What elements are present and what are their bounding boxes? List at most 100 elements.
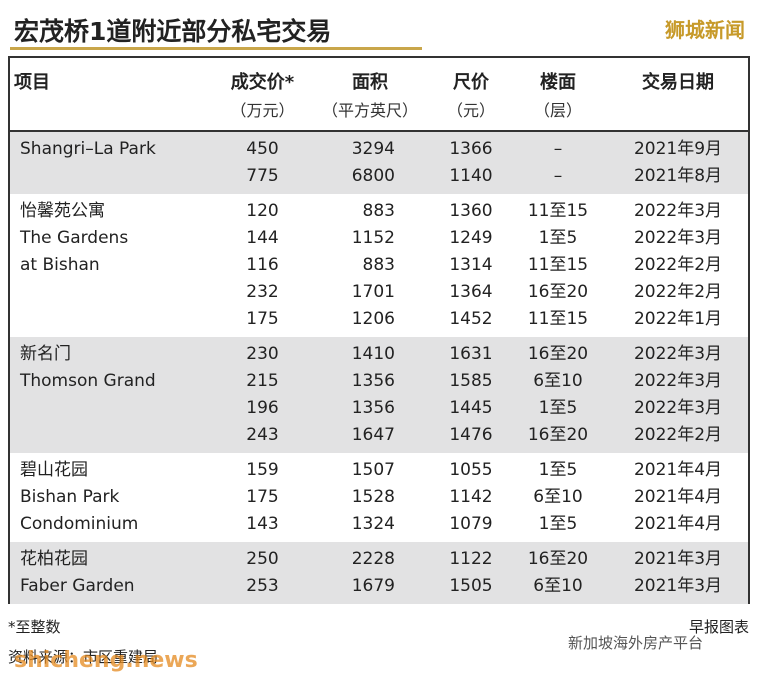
table-cell: 775 [246, 166, 279, 186]
table-cell: 2021年8月 [633, 166, 723, 186]
table-cell: 1314 [449, 255, 493, 275]
table-cell: 6至10 [533, 487, 583, 507]
table-cell: 1055 [449, 460, 493, 480]
table-cell: 6800 [351, 166, 395, 186]
table-cell: 1356 [351, 398, 395, 418]
table-cell: 1079 [449, 514, 493, 534]
table-cell: 1585 [449, 371, 493, 391]
table-cell: 1445 [449, 398, 493, 418]
table-cell: 1701 [351, 282, 395, 302]
column-unit: （元） [446, 101, 495, 120]
table-cell: 883 [362, 255, 395, 275]
table-cell: 143 [246, 514, 279, 534]
table-cell: 1142 [449, 487, 493, 507]
column-header: 楼面 [540, 72, 576, 93]
table-cell: 2021年3月 [633, 549, 723, 569]
table-cell: 3294 [351, 139, 395, 159]
column-header: 尺价 [453, 72, 489, 93]
table-cell: 2022年3月 [633, 371, 723, 391]
table-cell: 1505 [449, 576, 493, 596]
table-cell: 1476 [449, 425, 493, 445]
table-cell: 1152 [351, 228, 395, 248]
group-band [10, 542, 748, 604]
table-cell: 1366 [449, 139, 493, 159]
project-name: The Gardens [20, 228, 129, 248]
table-cell: 116 [246, 255, 279, 275]
table-cell: 1631 [449, 344, 493, 364]
column-unit: （万元） [230, 101, 295, 120]
project-name: 新名门 [20, 344, 71, 364]
table-cell: 1324 [351, 514, 395, 534]
table-cell: 11至15 [527, 255, 589, 275]
table-cell: 2021年3月 [633, 576, 723, 596]
site-watermark: shicheng.news [14, 648, 198, 673]
column-header: 成交价* [230, 72, 295, 93]
project-name: Condominium [20, 514, 139, 534]
table-cell: 2022年2月 [633, 282, 723, 302]
table-cell: 243 [246, 425, 279, 445]
table-cell: 1360 [449, 201, 493, 221]
table-cell: 175 [246, 309, 279, 329]
table-cell: 1507 [351, 460, 395, 480]
table-cell: 159 [246, 460, 279, 480]
table-cell: 6至10 [533, 576, 583, 596]
table-cell: 196 [246, 398, 279, 418]
table-cell: 253 [246, 576, 279, 596]
title: 宏茂桥1道附近部分私宅交易 [14, 17, 332, 46]
group-band [10, 337, 748, 453]
group-band [10, 194, 748, 337]
table-cell: 2021年4月 [633, 487, 723, 507]
watermark: 狮城新闻 [665, 18, 745, 42]
table-cell: 16至20 [527, 549, 589, 569]
table-cell: 250 [246, 549, 279, 569]
column-unit: （平方英尺） [321, 101, 418, 120]
project-name: Shangri–La Park [20, 139, 156, 159]
table-cell: 1至5 [538, 228, 578, 248]
table-cell: 1410 [351, 344, 395, 364]
table-cell: 2022年2月 [633, 425, 723, 445]
group-band [10, 453, 748, 542]
table-cell: – [553, 139, 563, 159]
table-cell: 16至20 [527, 282, 589, 302]
column-header: 面积 [352, 72, 388, 93]
table-cell: 232 [246, 282, 279, 302]
table-cell: 1528 [351, 487, 395, 507]
table-cell: 2022年2月 [633, 255, 723, 275]
title-rule [10, 47, 422, 50]
table-cell: 144 [246, 228, 279, 248]
table-cell: 1452 [449, 309, 493, 329]
platform-watermark: 新加坡海外房产平台 [568, 634, 704, 652]
table-cell: – [553, 166, 563, 186]
table-cell: 2021年4月 [633, 514, 723, 534]
table-cell: 1647 [351, 425, 395, 445]
column-header: 项目 [14, 72, 50, 93]
header-rule [10, 130, 748, 132]
table-cell: 883 [362, 201, 395, 221]
table-cell: 2022年1月 [633, 309, 723, 329]
table-cell: 215 [246, 371, 279, 391]
table-cell: 1至5 [538, 460, 578, 480]
project-name: Bishan Park [20, 487, 120, 507]
group-band [10, 132, 748, 194]
table-cell: 2022年3月 [633, 228, 723, 248]
table-cell: 6至10 [533, 371, 583, 391]
table-cell: 450 [246, 139, 279, 159]
table-cell: 1679 [351, 576, 395, 596]
project-name: 碧山花园 [20, 460, 88, 480]
source: 资料来源：市区重建局 [8, 648, 159, 666]
table-cell: 120 [246, 201, 279, 221]
table-cell: 175 [246, 487, 279, 507]
table-cell: 1364 [449, 282, 493, 302]
credit: 早报图表 [688, 618, 749, 636]
column-header: 交易日期 [642, 72, 714, 93]
column-unit: （层） [533, 101, 582, 120]
table-cell: 1至5 [538, 398, 578, 418]
footnote: *至整数 [8, 618, 61, 636]
project-name: Faber Garden [20, 576, 135, 596]
table-cell: 1356 [351, 371, 395, 391]
project-name: 怡馨苑公寓 [20, 201, 105, 221]
table-cell: 230 [246, 344, 279, 364]
table-cell: 1122 [449, 549, 493, 569]
table-cell: 2022年3月 [633, 344, 723, 364]
